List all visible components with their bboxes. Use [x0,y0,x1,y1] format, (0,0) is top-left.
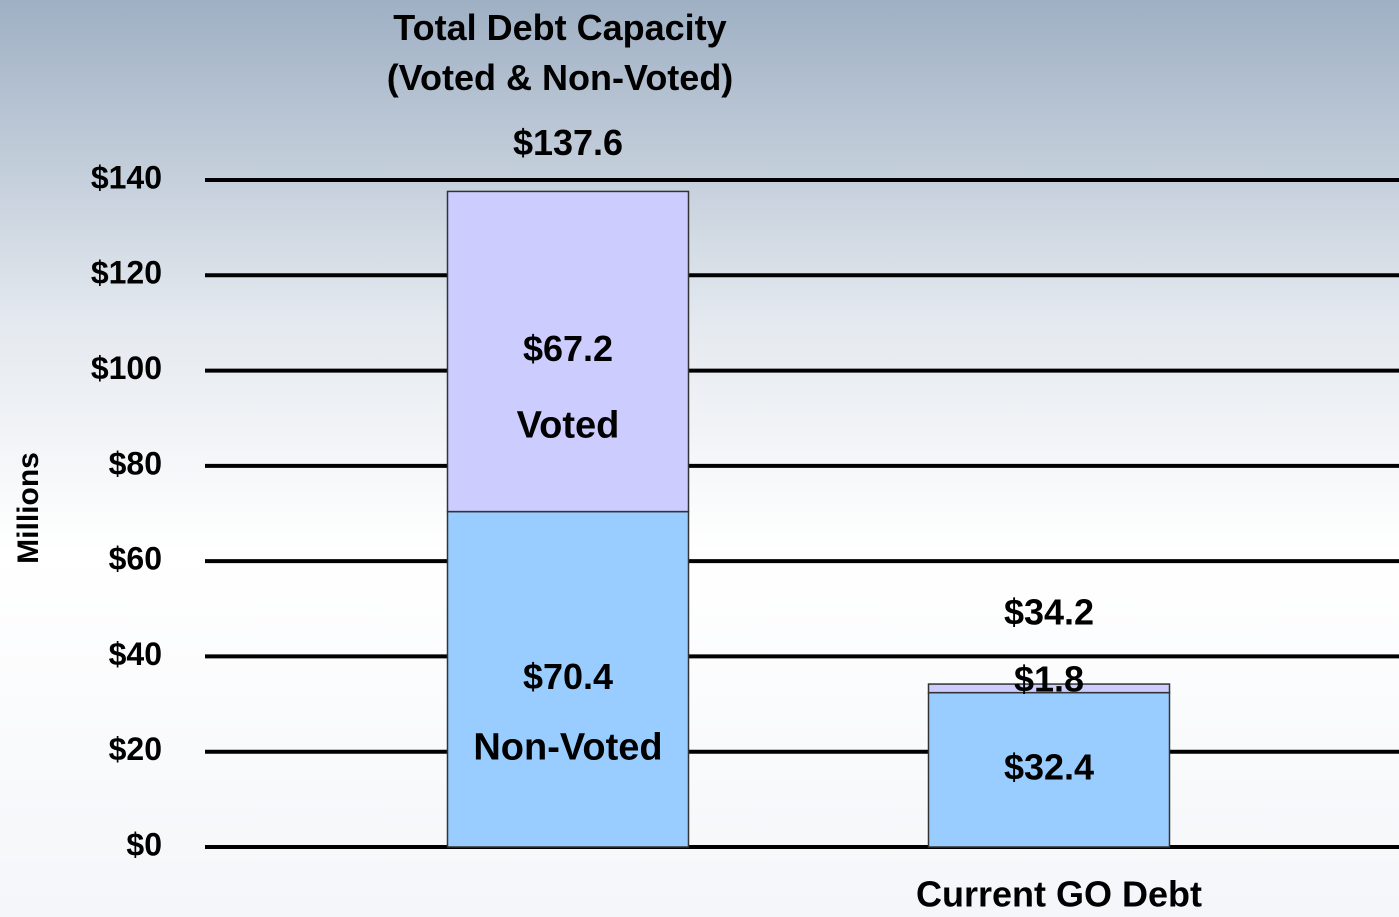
y-tick-label: $40 [109,636,162,672]
y-tick-label: $140 [91,159,162,195]
series-label: Non-Voted [473,726,662,768]
bar-segment [446,190,690,513]
y-tick-label: $20 [109,731,162,767]
data-label: $70.4 [523,656,613,697]
data-label: $32.4 [1004,746,1094,787]
bar-segment [927,691,1171,848]
total-label: $137.6 [513,122,623,163]
bar-segment [927,683,1171,694]
y-axis-title: Millions [12,452,45,564]
y-tick-label: $0 [126,826,162,862]
series-label: Voted [517,405,620,447]
data-label: $1.8 [1014,659,1084,700]
data-label: $67.2 [523,328,613,369]
y-tick-label: $120 [91,255,162,291]
bar-segment [446,510,690,848]
y-tick-label: $100 [91,350,162,386]
y-tick-label: $60 [109,541,162,577]
category-label: Current GO Debt [916,874,1202,915]
y-tick-label: $80 [109,445,162,481]
category-label: Total Debt Capacity (Voted & Non-Voted) [387,7,734,98]
total-label: $34.2 [1004,592,1094,633]
